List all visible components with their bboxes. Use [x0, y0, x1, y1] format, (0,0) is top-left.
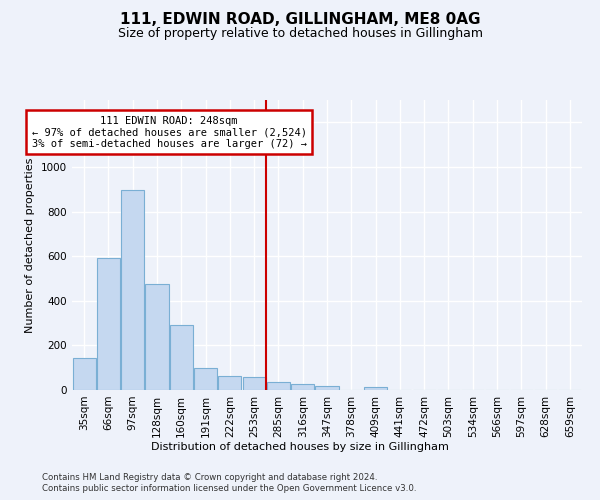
Text: Distribution of detached houses by size in Gillingham: Distribution of detached houses by size … [151, 442, 449, 452]
Text: 111, EDWIN ROAD, GILLINGHAM, ME8 0AG: 111, EDWIN ROAD, GILLINGHAM, ME8 0AG [120, 12, 480, 28]
Bar [218, 376, 241, 390]
Text: Contains HM Land Registry data © Crown copyright and database right 2024.: Contains HM Land Registry data © Crown c… [42, 472, 377, 482]
Bar [73, 358, 95, 390]
Bar [267, 382, 290, 390]
Bar [170, 326, 193, 390]
Bar [291, 384, 314, 390]
Bar [97, 258, 120, 390]
Bar [145, 284, 169, 390]
Bar [194, 368, 217, 390]
Bar [121, 190, 144, 390]
Text: 111 EDWIN ROAD: 248sqm
← 97% of detached houses are smaller (2,524)
3% of semi-d: 111 EDWIN ROAD: 248sqm ← 97% of detached… [32, 116, 307, 149]
Text: Contains public sector information licensed under the Open Government Licence v3: Contains public sector information licen… [42, 484, 416, 493]
Y-axis label: Number of detached properties: Number of detached properties [25, 158, 35, 332]
Bar [364, 386, 387, 390]
Text: Size of property relative to detached houses in Gillingham: Size of property relative to detached ho… [118, 28, 482, 40]
Bar [242, 376, 266, 390]
Bar [316, 386, 338, 390]
